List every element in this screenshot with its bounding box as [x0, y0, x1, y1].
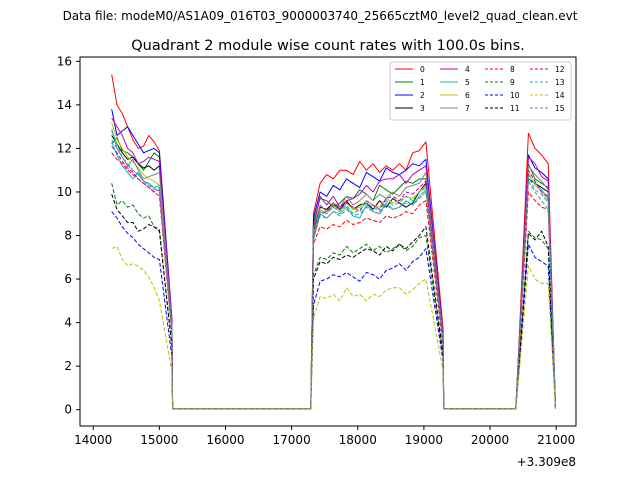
legend-box: [389, 61, 572, 121]
y-tick-label: 12: [57, 141, 72, 155]
x-tick-label: 19000: [405, 433, 443, 447]
series-line-10: [111, 211, 556, 410]
legend-label: 0: [420, 65, 425, 74]
legend-label: 6: [465, 91, 470, 100]
series-line-11: [111, 194, 556, 410]
y-tick-label: 6: [64, 272, 72, 286]
legend-label: 15: [555, 104, 565, 113]
y-tick-label: 0: [64, 403, 72, 417]
legend-label: 13: [555, 78, 565, 87]
x-tick-label: 21000: [537, 433, 575, 447]
series-line-9: [111, 183, 556, 410]
x-offset-label: +3.309e8: [517, 455, 576, 469]
legend-label: 14: [555, 91, 565, 100]
series-line-15: [111, 139, 556, 410]
series-line-7: [111, 128, 556, 410]
plot-frame: [79, 56, 577, 427]
legend-label: 2: [420, 91, 425, 100]
legend-label: 10: [510, 91, 520, 100]
legend-label: 1: [420, 78, 425, 87]
series-line-14: [111, 245, 556, 410]
y-tick-label: 8: [64, 229, 72, 243]
chart-title: Quadrant 2 module wise count rates with …: [131, 38, 525, 54]
series-layer: [111, 74, 556, 410]
x-tick-label: 15000: [140, 433, 178, 447]
x-tick-label: 18000: [339, 433, 377, 447]
series-line-0: [111, 74, 556, 410]
y-tick-label: 16: [57, 54, 72, 68]
legend-label: 7: [465, 104, 470, 113]
x-tick-label: 17000: [273, 433, 311, 447]
series-line-3: [111, 135, 556, 410]
series-line-6: [111, 122, 556, 410]
y-tick-label: 14: [57, 98, 72, 112]
y-tick-label: 2: [64, 359, 72, 373]
legend-label: 5: [465, 78, 470, 87]
x-tick-label: 16000: [206, 433, 244, 447]
data-file-label: Data file: modeM0/AS1A09_016T03_90000037…: [63, 9, 578, 23]
series-line-4: [111, 117, 556, 410]
y-tick-label: 10: [57, 185, 72, 199]
legend-label: 9: [510, 78, 515, 87]
legend-label: 12: [555, 65, 565, 74]
legend-label: 4: [465, 65, 470, 74]
legend-label: 8: [510, 65, 515, 74]
legend-label: 11: [510, 104, 520, 113]
axis-ticks: 14000 15000 16000 17000 18000 19000 20000 21000…: [57, 54, 576, 447]
series-line-2: [111, 109, 556, 410]
series-line-13: [111, 130, 556, 410]
x-tick-label: 14000: [74, 433, 112, 447]
x-tick-label: 20000: [471, 433, 509, 447]
y-tick-label: 4: [64, 316, 72, 330]
legend-label: 3: [420, 104, 425, 113]
series-line-8: [111, 152, 556, 410]
